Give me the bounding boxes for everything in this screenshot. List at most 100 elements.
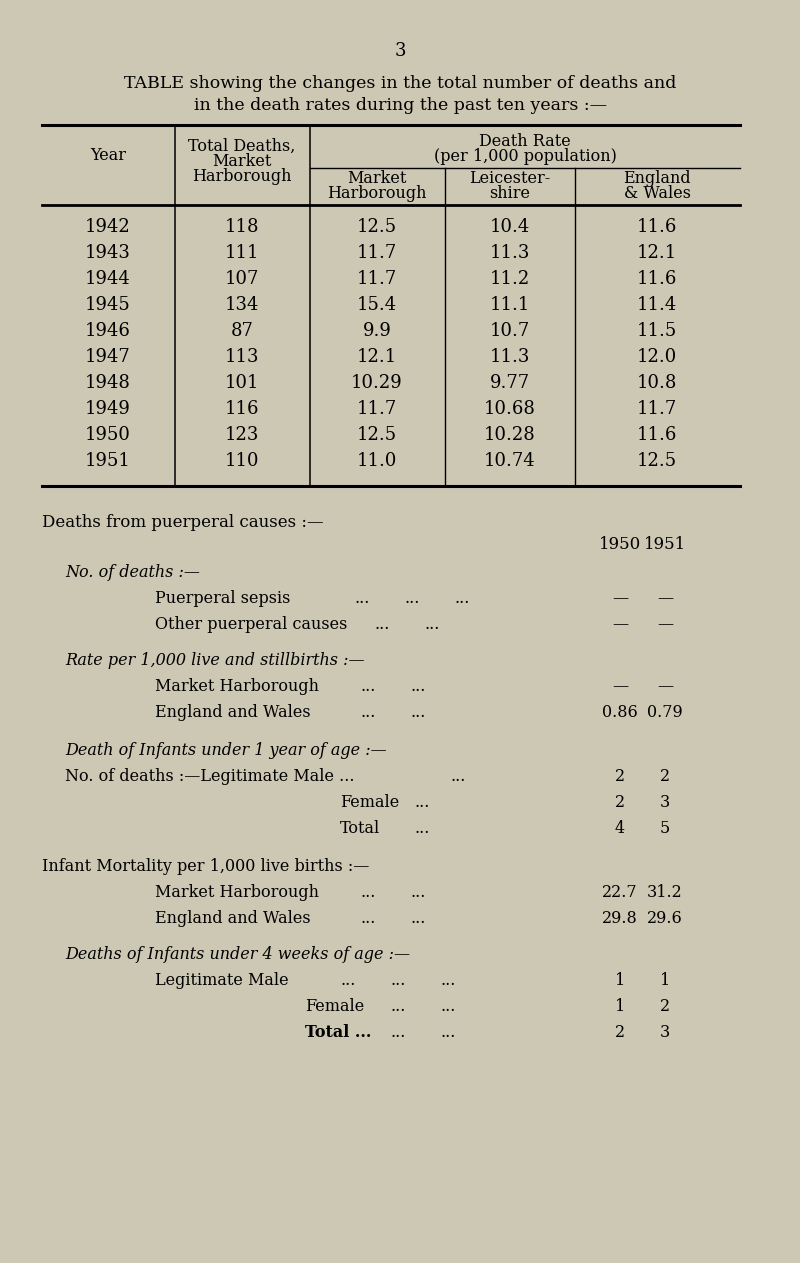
Text: 1944: 1944 [85, 270, 131, 288]
Text: Rate per 1,000 live and stillbirths :—: Rate per 1,000 live and stillbirths :— [65, 652, 365, 669]
Text: ...: ... [390, 998, 406, 1015]
Text: ...: ... [410, 703, 426, 721]
Text: 10.7: 10.7 [490, 322, 530, 340]
Text: ...: ... [340, 973, 355, 989]
Text: —: — [657, 616, 673, 633]
Text: 87: 87 [230, 322, 254, 340]
Text: —: — [612, 590, 628, 608]
Text: 11.0: 11.0 [357, 452, 397, 470]
Text: —: — [657, 590, 673, 608]
Text: 0.79: 0.79 [647, 703, 683, 721]
Text: 12.1: 12.1 [357, 349, 397, 366]
Text: 110: 110 [225, 452, 259, 470]
Text: 1950: 1950 [599, 536, 641, 553]
Text: 11.1: 11.1 [490, 296, 530, 314]
Text: 12.0: 12.0 [637, 349, 677, 366]
Text: 0.86: 0.86 [602, 703, 638, 721]
Text: Other puerperal causes: Other puerperal causes [155, 616, 347, 633]
Text: 11.7: 11.7 [357, 400, 397, 418]
Text: England: England [623, 171, 691, 187]
Text: 107: 107 [225, 270, 259, 288]
Text: ...: ... [450, 768, 466, 786]
Text: No. of deaths :—: No. of deaths :— [65, 565, 200, 581]
Text: 1948: 1948 [85, 374, 131, 392]
Text: 111: 111 [225, 244, 259, 261]
Text: Market: Market [347, 171, 406, 187]
Text: (per 1,000 population): (per 1,000 population) [434, 148, 617, 165]
Text: 5: 5 [660, 820, 670, 837]
Text: ...: ... [440, 998, 455, 1015]
Text: 12.5: 12.5 [637, 452, 677, 470]
Text: TABLE showing the changes in the total number of deaths and: TABLE showing the changes in the total n… [124, 75, 676, 92]
Text: ...: ... [410, 678, 426, 695]
Text: 15.4: 15.4 [357, 296, 397, 314]
Text: Year: Year [90, 147, 126, 163]
Text: 1945: 1945 [85, 296, 131, 314]
Text: Harborough: Harborough [327, 184, 426, 202]
Text: ...: ... [390, 973, 406, 989]
Text: 11.6: 11.6 [637, 270, 677, 288]
Text: 11.5: 11.5 [637, 322, 677, 340]
Text: 1951: 1951 [85, 452, 131, 470]
Text: ...: ... [415, 820, 430, 837]
Text: ...: ... [360, 884, 375, 901]
Text: England and Wales: England and Wales [155, 703, 310, 721]
Text: 11.3: 11.3 [490, 349, 530, 366]
Text: shire: shire [490, 184, 530, 202]
Text: 12.1: 12.1 [637, 244, 677, 261]
Text: 116: 116 [225, 400, 259, 418]
Text: —: — [657, 678, 673, 695]
Text: 10.29: 10.29 [351, 374, 403, 392]
Text: ...: ... [360, 703, 375, 721]
Text: 118: 118 [225, 218, 259, 236]
Text: 29.6: 29.6 [647, 911, 683, 927]
Text: ...: ... [410, 911, 426, 927]
Text: 11.2: 11.2 [490, 270, 530, 288]
Text: 9.9: 9.9 [362, 322, 391, 340]
Text: 11.6: 11.6 [637, 218, 677, 236]
Text: 1950: 1950 [85, 426, 131, 445]
Text: 31.2: 31.2 [647, 884, 683, 901]
Text: Deaths of Infants under 4 weeks of age :—: Deaths of Infants under 4 weeks of age :… [65, 946, 410, 962]
Text: 1951: 1951 [644, 536, 686, 553]
Text: ...: ... [360, 678, 375, 695]
Text: 12.5: 12.5 [357, 218, 397, 236]
Text: Deaths from puerperal causes :—: Deaths from puerperal causes :— [42, 514, 324, 530]
Text: Legitimate Male: Legitimate Male [155, 973, 289, 989]
Text: Total: Total [340, 820, 380, 837]
Text: 22.7: 22.7 [602, 884, 638, 901]
Text: 10.74: 10.74 [484, 452, 536, 470]
Text: ...: ... [440, 1024, 455, 1041]
Text: Total Deaths,: Total Deaths, [188, 138, 296, 155]
Text: 3: 3 [394, 42, 406, 61]
Text: 113: 113 [225, 349, 259, 366]
Text: Death of Infants under 1 year of age :—: Death of Infants under 1 year of age :— [65, 741, 386, 759]
Text: 11.7: 11.7 [637, 400, 677, 418]
Text: 2: 2 [615, 794, 625, 811]
Text: 1: 1 [615, 998, 625, 1015]
Text: 10.28: 10.28 [484, 426, 536, 445]
Text: 11.7: 11.7 [357, 270, 397, 288]
Text: 29.8: 29.8 [602, 911, 638, 927]
Text: 134: 134 [225, 296, 259, 314]
Text: —: — [612, 678, 628, 695]
Text: 1949: 1949 [85, 400, 131, 418]
Text: 11.7: 11.7 [357, 244, 397, 261]
Text: 10.8: 10.8 [637, 374, 677, 392]
Text: Death Rate: Death Rate [479, 133, 571, 150]
Text: 11.6: 11.6 [637, 426, 677, 445]
Text: 1946: 1946 [85, 322, 131, 340]
Text: 3: 3 [660, 794, 670, 811]
Text: 1: 1 [615, 973, 625, 989]
Text: 1947: 1947 [85, 349, 131, 366]
Text: 12.5: 12.5 [357, 426, 397, 445]
Text: 1942: 1942 [85, 218, 131, 236]
Text: Leicester-: Leicester- [470, 171, 550, 187]
Text: 2: 2 [660, 768, 670, 786]
Text: ...: ... [360, 911, 375, 927]
Text: 11.4: 11.4 [637, 296, 677, 314]
Text: ...: ... [410, 884, 426, 901]
Text: 1943: 1943 [85, 244, 131, 261]
Text: Female: Female [340, 794, 399, 811]
Text: Total ...: Total ... [305, 1024, 371, 1041]
